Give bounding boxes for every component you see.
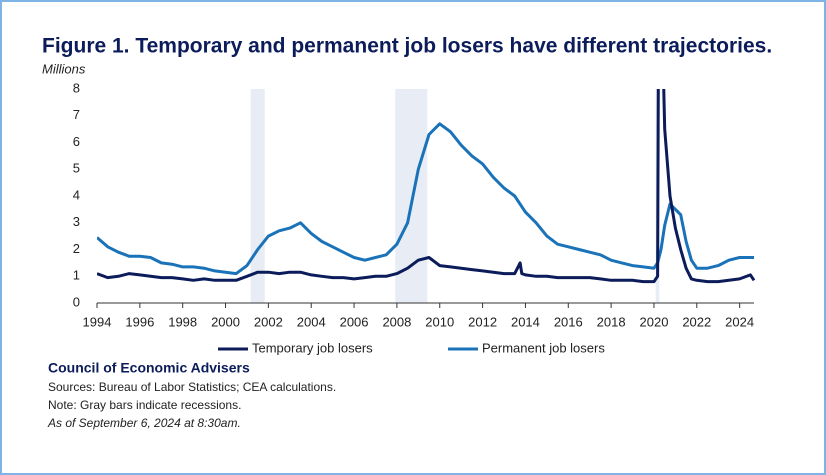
- x-tick-label: 2012: [468, 314, 497, 329]
- y-tick-label: 8: [73, 80, 80, 95]
- y-tick-label: 4: [73, 187, 80, 202]
- x-tick-label: 1998: [168, 314, 197, 329]
- series-line: [97, 122, 754, 276]
- x-tick-label: 2004: [297, 314, 326, 329]
- note: As of September 6, 2024 at 8:30am.: [47, 416, 241, 430]
- series-line: [97, 89, 756, 284]
- y-tick-label: 2: [73, 241, 80, 256]
- chart-title: Figure 1. Temporary and permanent job lo…: [42, 35, 772, 58]
- x-tick-label: 2022: [682, 314, 711, 329]
- y-tick-label: 7: [73, 107, 80, 122]
- x-tick-label: 2006: [340, 314, 369, 329]
- y-tick-label: 0: [73, 294, 80, 309]
- x-tick-label: 2002: [254, 314, 283, 329]
- x-tick-label: 2016: [554, 314, 583, 329]
- y-axis-label: Millions: [42, 61, 86, 76]
- x-tick-label: 2024: [725, 314, 754, 329]
- recession-bar: [250, 89, 265, 303]
- x-tick-label: 2010: [425, 314, 454, 329]
- x-tick-label: 2008: [382, 314, 411, 329]
- x-tick-label: 1996: [125, 314, 154, 329]
- y-tick-label: 1: [73, 268, 80, 283]
- legend-label: Permanent job losers: [482, 340, 605, 355]
- x-tick-label: 2018: [597, 314, 626, 329]
- source-org: Council of Economic Advisers: [48, 360, 250, 376]
- x-tick-label: 2014: [511, 314, 540, 329]
- x-tick-label: 2020: [640, 314, 669, 329]
- plot: [97, 89, 756, 303]
- note: Note: Gray bars indicate recessions.: [48, 398, 241, 412]
- y-tick-label: 5: [73, 161, 80, 176]
- x-tick-label: 2000: [211, 314, 240, 329]
- note: Sources: Bureau of Labor Statistics; CEA…: [48, 380, 336, 394]
- y-tick-label: 6: [73, 134, 80, 149]
- y-tick-label: 3: [73, 214, 80, 229]
- legend-label: Temporary job losers: [252, 340, 373, 355]
- x-tick-label: 1994: [83, 314, 112, 329]
